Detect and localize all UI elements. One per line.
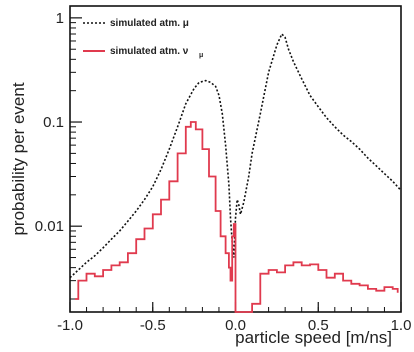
series-layer xyxy=(69,32,402,313)
legend: simulated atm. μ simulated atm. ν μ xyxy=(83,18,203,59)
y-tick-label: 1 xyxy=(56,10,64,27)
legend-label-neutrino: simulated atm. ν xyxy=(110,46,189,57)
legend-label-neutrino-subscript: μ xyxy=(199,52,203,59)
legend-label-muon: simulated atm. μ xyxy=(110,18,189,29)
y-tick-label: 0.1 xyxy=(43,114,64,131)
x-tick-label: -1.0 xyxy=(57,317,83,334)
x-axis-ticks: -1.0 -0.5 0.0 0.5 1.0 xyxy=(57,302,411,334)
x-tick-label: 1.0 xyxy=(391,317,412,334)
series-line-neutrino xyxy=(75,121,399,313)
y-axis-ticks: 0.01 0.1 1 xyxy=(35,10,82,300)
x-tick-label: 0.0 xyxy=(225,317,246,334)
y-axis-title: probability per event xyxy=(9,82,28,235)
x-axis-title: particle speed [m/ns] xyxy=(235,328,392,347)
x-tick-label: -0.5 xyxy=(140,317,166,334)
x-tick-label: 0.5 xyxy=(308,317,329,334)
y-tick-label: 0.01 xyxy=(35,218,64,235)
